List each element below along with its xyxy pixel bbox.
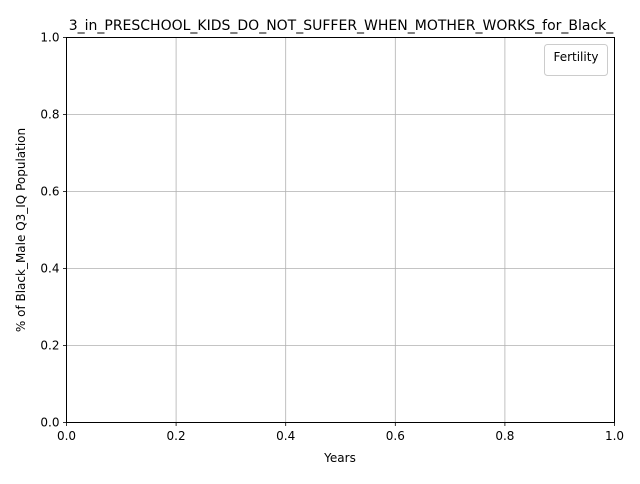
x-tick-label: 1.0 — [605, 429, 624, 443]
grid — [66, 37, 615, 423]
y-tick-label: 0.6 — [40, 185, 59, 199]
x-tick-label: 0.2 — [167, 429, 186, 443]
y-axis-ticks: 0.0 0.2 0.4 0.6 0.8 1.0 — [40, 31, 67, 430]
legend: Fertility — [544, 44, 608, 76]
y-tick-label: 0.0 — [40, 416, 59, 430]
plot-area-frame — [66, 37, 615, 423]
y-axis-label: % of Black_Male Q3_IQ Population — [14, 128, 28, 332]
y-tick-label: 0.2 — [40, 339, 59, 353]
x-axis-label: Years — [323, 451, 356, 465]
chart-title: 3_in_PRESCHOOL_KIDS_DO_NOT_SUFFER_WHEN_M… — [69, 18, 615, 34]
y-tick-label: 0.4 — [40, 262, 59, 276]
x-tick-label: 0.6 — [386, 429, 405, 443]
legend-title: Fertility — [553, 50, 598, 64]
y-tick-label: 0.8 — [40, 108, 59, 122]
x-axis-ticks: 0.0 0.2 0.4 0.6 0.8 1.0 — [57, 422, 624, 443]
x-tick-label: 0.0 — [57, 429, 76, 443]
legend-box — [544, 44, 608, 76]
y-tick-label: 1.0 — [40, 31, 59, 45]
x-tick-label: 0.4 — [276, 429, 295, 443]
x-tick-label: 0.8 — [495, 429, 514, 443]
